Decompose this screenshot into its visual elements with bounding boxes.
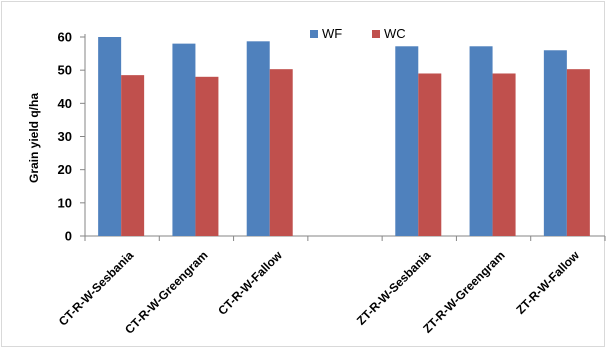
y-tick-label: 20 — [58, 162, 72, 177]
legend-swatch-wc — [372, 30, 380, 38]
x-category-label: CT-R-W-Fallow — [215, 248, 285, 318]
legend-label-wc: WC — [384, 26, 406, 41]
x-category-label: ZT-R-W-Sesbania — [354, 248, 434, 328]
y-tick-label: 10 — [58, 195, 72, 210]
y-tick-label: 30 — [58, 129, 72, 144]
bar-wf-4 — [395, 46, 419, 236]
x-category-label: CT-R-W-Sesbania — [56, 248, 137, 329]
x-category-label: ZT-R-W-Fallow — [513, 248, 582, 317]
bar-wc-5 — [492, 73, 516, 236]
y-tick-label: 0 — [65, 229, 72, 244]
y-tick-label: 40 — [58, 96, 72, 111]
bar-wc-0 — [121, 75, 145, 237]
legend-swatch-wf — [310, 30, 318, 38]
bar-wf-5 — [469, 46, 493, 236]
x-category-label: ZT-R-W-Greengram — [420, 248, 508, 336]
bar-wc-2 — [269, 69, 293, 237]
plot-area: 0 10 20 30 40 50 60 CT-R-W-SesbaniaCT-R-W-Green… — [56, 30, 606, 337]
bar-wc-1 — [195, 76, 219, 236]
bar-wf-1 — [172, 43, 196, 237]
y-tick-label: 60 — [58, 30, 72, 45]
x-category-label: CT-R-W-Greengram — [122, 248, 210, 336]
y-tick-label: 50 — [58, 63, 72, 78]
bar-wf-6 — [543, 50, 567, 237]
bar-wf-0 — [98, 37, 122, 236]
legend: WF WC — [310, 26, 406, 41]
bar-wc-6 — [566, 69, 590, 237]
y-axis-label: Grain yield q/ha — [27, 93, 41, 183]
legend-label-wf: WF — [322, 26, 342, 41]
bar-wf-2 — [246, 41, 270, 236]
bar-wc-4 — [418, 73, 442, 236]
